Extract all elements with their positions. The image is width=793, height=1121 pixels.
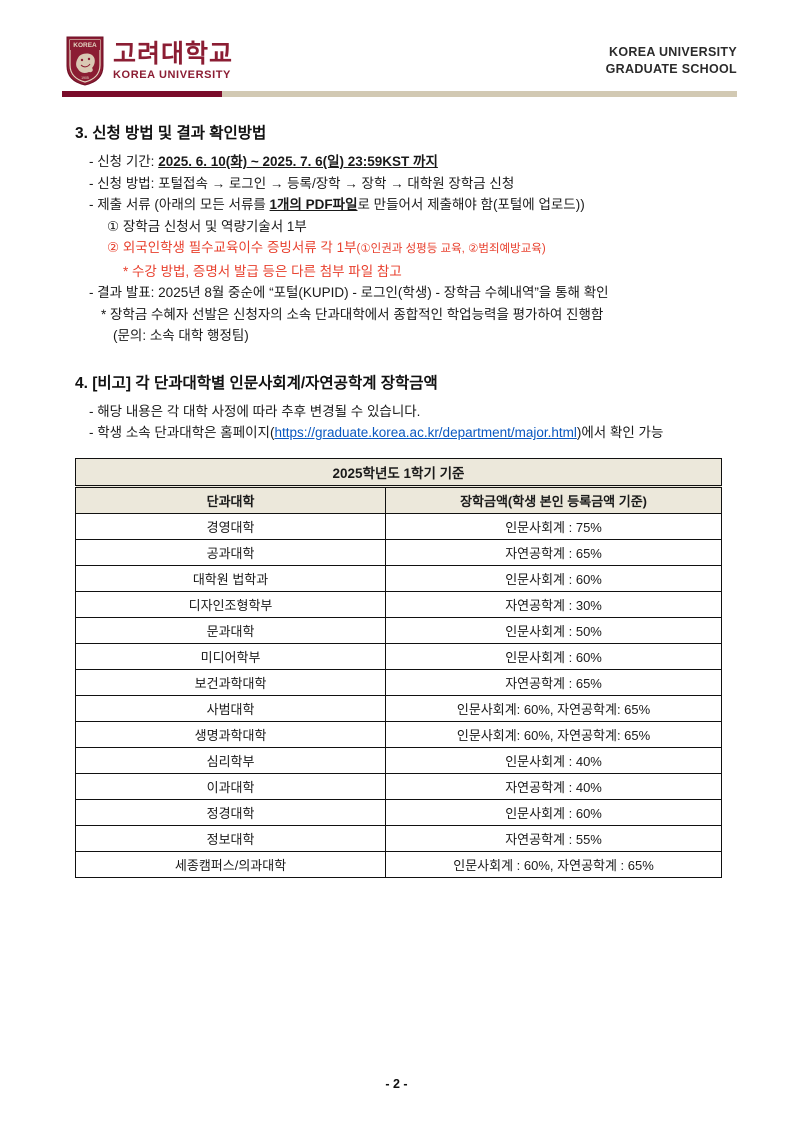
doc-item-2-main: ② 외국인학생 필수교육이수 증빙서류 각 1부 [107,240,357,255]
section4-heading: 4. [비고] 각 단과대학별 인문사회계/자연공학계 장학금액 [75,374,438,392]
homepage-line-suffix: )에서 확인 가능 [576,425,664,440]
doc-item-2: ② 외국인학생 필수교육이수 증빙서류 각 1부(①인권과 성평등 교육, ②범… [75,237,737,261]
submission-docs-line: - 제출 서류 (아래의 모든 서류를 1개의 PDF파일로 만들어서 제출해야… [75,194,737,216]
amount-cell: 인문사회계 : 50% [385,616,722,644]
college-cell: 미디어학부 [74,642,387,670]
header-divider-tan [222,91,737,97]
college-cell: 경영대학 [74,512,387,540]
table-row: 이과대학 자연공학계 : 40% [74,772,722,800]
result-note-2: (문의: 소속 대학 행정팀) [113,328,249,343]
university-shield-icon: KOREA 1905 [66,36,104,86]
column-header-college: 단과대학 [74,485,387,514]
amount-cell: 인문사회계 : 40% [385,746,722,774]
university-logo: KOREA 1905 고려대학교 KOREA UNIVERSITY [66,36,233,86]
header-right-text: KOREA UNIVERSITY GRADUATE SCHOOL [606,44,737,78]
table-row: 보건과학대학 자연공학계 : 65% [74,668,722,696]
application-method-line: - 신청 방법: 포털접속 → 로그인 → 등록/장학 → 장학 → 대학원 장… [89,175,515,191]
doc-item-2-note: * 수강 방법, 증명서 발급 등은 다른 첨부 파일 참고 [123,263,402,279]
doc-item-1: ① 장학금 신청서 및 역량기술서 1부 [107,218,307,234]
submission-docs-prefix: - 제출 서류 (아래의 모든 서류를 [89,197,270,212]
college-cell: 보건과학대학 [74,668,387,696]
amount-cell: 인문사회계: 60%, 자연공학계: 65% [385,720,722,748]
amount-cell: 인문사회계 : 60%, 자연공학계 : 65% [385,850,722,878]
amount-cell: 자연공학계 : 40% [385,772,722,800]
table-title: 2025학년도 1학기 기준 [75,457,722,488]
college-cell: 심리학부 [74,746,387,774]
amount-cell: 자연공학계 : 65% [385,538,722,566]
header-divider-crimson [62,91,222,97]
college-cell: 대학원 법학과 [74,564,387,592]
section-application-method: 3. 신청 방법 및 결과 확인방법 - 신청 기간: 2025. 6. 10(… [75,121,737,347]
header-divider [62,91,737,97]
college-cell: 이과대학 [74,772,387,800]
college-cell: 정경대학 [74,798,387,826]
logo-english-name: KOREA UNIVERSITY [113,68,231,81]
amount-note-line: - 해당 내용은 각 대학 사정에 따라 추후 변경될 수 있습니다. [89,403,421,419]
page-number: - 2 - [385,1077,408,1091]
column-header-amount: 장학금액(학생 본인 등록금액 기준) [385,485,722,514]
table-title-row: 2025학년도 1학기 기준 [75,457,722,488]
application-period-label: - 신청 기간: [89,154,159,169]
table-row: 심리학부 인문사회계 : 40% [74,746,722,774]
result-note-1: * 장학금 수혜자 선발은 신청자의 소속 단과대학에서 종합적인 학업능력을 … [101,306,604,322]
table-row: 디자인조형학부 자연공학계 : 30% [74,590,722,618]
college-cell: 정보대학 [74,824,387,852]
amount-cell: 자연공학계 : 55% [385,824,722,852]
table-row: 공과대학 자연공학계 : 65% [74,538,722,566]
section-scholarship-amounts: 4. [비고] 각 단과대학별 인문사회계/자연공학계 장학금액 - 해당 내용… [75,371,737,444]
college-cell: 세종캠퍼스/의과대학 [74,850,387,878]
department-homepage-link[interactable]: https://graduate.korea.ac.kr/department/… [274,425,577,440]
header-school-line: GRADUATE SCHOOL [605,61,737,76]
amount-cell: 인문사회계 : 60% [385,798,722,826]
submission-docs-suffix: 로 만들어서 제출해야 함(포털에 업로드)) [357,197,585,212]
scholarship-table: 2025학년도 1학기 기준 단과대학 장학금액(학생 본인 등록금액 기준) … [74,457,722,878]
header-university-line: KOREA UNIVERSITY [609,45,737,59]
table-row: 사범대학 인문사회계: 60%, 자연공학계: 65% [74,694,722,722]
svg-text:KOREA: KOREA [73,42,97,49]
college-cell: 디자인조형학부 [74,590,387,618]
college-cell: 생명과학대학 [74,720,387,748]
amount-cell: 인문사회계 : 60% [385,642,722,670]
amount-cell: 자연공학계 : 65% [385,668,722,696]
college-cell: 사범대학 [74,694,387,722]
table-row: 정보대학 자연공학계 : 55% [74,824,722,852]
table-row: 문과대학 인문사회계 : 50% [74,616,722,644]
table-row: 생명과학대학 인문사회계: 60%, 자연공학계: 65% [74,720,722,748]
section3-heading: 3. 신청 방법 및 결과 확인방법 [75,125,267,142]
college-cell: 문과대학 [74,616,387,644]
amount-cell: 인문사회계 : 75% [385,512,722,540]
table-row: 세종캠퍼스/의과대학 인문사회계 : 60%, 자연공학계 : 65% [74,850,722,878]
table-row: 대학원 법학과 인문사회계 : 60% [74,564,722,592]
doc-item-2-paren: (①인권과 성평등 교육, ②범죄예방교육) [356,243,546,255]
table-header-row: 단과대학 장학금액(학생 본인 등록금액 기준) [74,485,722,514]
college-cell: 공과대학 [74,538,387,566]
application-period-value: 2025. 6. 10(화) ~ 2025. 7. 6(일) 23:59KST … [158,154,438,169]
amount-cell: 자연공학계 : 30% [385,590,722,618]
result-announcement-line: - 결과 발표: 2025년 8월 중순에 “포털(KUPID) - 로그인(학… [89,285,609,300]
amount-cell: 인문사회계 : 60% [385,564,722,592]
table-row: 정경대학 인문사회계 : 60% [74,798,722,826]
homepage-line: - 학생 소속 단과대학은 홈페이지(https://graduate.kore… [75,422,737,444]
homepage-line-prefix: - 학생 소속 단과대학은 홈페이지( [89,425,275,440]
svg-text:1905: 1905 [81,76,89,80]
table-row: 미디어학부 인문사회계 : 60% [74,642,722,670]
table-row: 경영대학 인문사회계 : 75% [74,512,722,540]
page-header: KOREA 1905 고려대학교 KOREA UNIVERSITY KOREA … [62,36,737,86]
application-period-line: - 신청 기간: 2025. 6. 10(화) ~ 2025. 7. 6(일) … [75,151,737,173]
logo-wordmark: 고려대학교 KOREA UNIVERSITY [113,39,234,82]
amount-cell: 인문사회계: 60%, 자연공학계: 65% [385,694,722,722]
submission-docs-pdf: 1개의 PDF파일 [269,197,358,212]
logo-korean-name: 고려대학교 [113,39,234,68]
